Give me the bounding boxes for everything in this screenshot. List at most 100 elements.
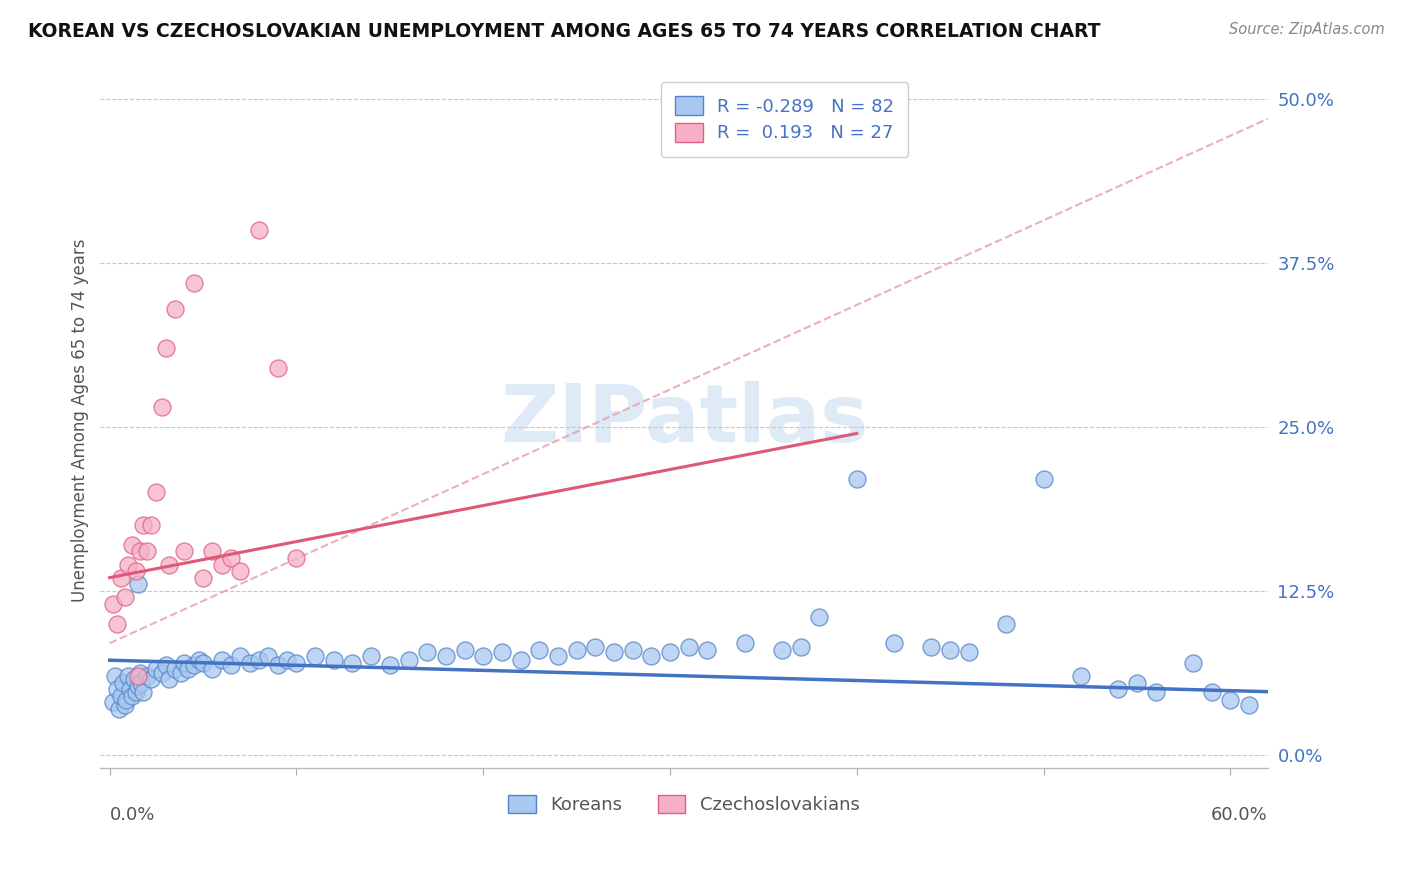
Point (165, 301, 187, 316)
Point (125, 684, 148, 698)
Point (177, 662, 200, 676)
Point (239, 656, 262, 670)
Text: Source: ZipAtlas.com: Source: ZipAtlas.com (1229, 22, 1385, 37)
Point (247, 223, 270, 237)
Point (472, 649, 495, 664)
Point (845, 472, 868, 486)
Point (165, 662, 187, 676)
Point (128, 544, 150, 558)
Point (939, 642, 962, 657)
Point (127, 669, 149, 683)
Point (995, 616, 1018, 631)
Point (1219, 692, 1241, 706)
Point (770, 642, 793, 657)
Point (150, 666, 173, 681)
Point (565, 642, 588, 657)
Point (957, 645, 980, 659)
Point (173, 656, 195, 670)
Point (131, 675, 153, 690)
Point (678, 640, 700, 654)
Point (145, 662, 167, 676)
Text: 60.0%: 60.0% (1211, 805, 1268, 824)
Point (127, 680, 149, 694)
Point (191, 571, 214, 585)
Point (1126, 675, 1149, 690)
Point (128, 666, 150, 681)
Point (173, 544, 195, 558)
Point (276, 653, 298, 667)
Point (434, 649, 457, 664)
Point (378, 658, 401, 673)
Point (183, 276, 205, 290)
Point (547, 649, 569, 664)
Point (139, 518, 162, 533)
Point (136, 544, 159, 558)
Point (398, 653, 420, 667)
Point (219, 658, 242, 673)
Point (640, 649, 662, 664)
Point (150, 401, 173, 415)
Point (659, 645, 682, 659)
Point (211, 558, 233, 572)
Point (121, 538, 143, 552)
Point (201, 544, 224, 558)
Point (117, 558, 139, 572)
Point (105, 681, 128, 696)
Point (155, 341, 177, 355)
Point (1070, 669, 1092, 683)
Point (734, 636, 756, 650)
Point (583, 640, 606, 654)
Point (1032, 472, 1054, 486)
Point (603, 645, 626, 659)
Point (155, 658, 177, 673)
Point (125, 564, 148, 578)
Point (132, 518, 155, 533)
Point (621, 642, 644, 657)
Point (921, 640, 943, 654)
Point (111, 675, 134, 690)
Point (132, 684, 155, 698)
Point (159, 558, 181, 572)
Point (808, 610, 831, 624)
Point (191, 656, 214, 670)
Point (285, 656, 308, 670)
Point (139, 672, 162, 686)
Point (229, 564, 252, 578)
Point (883, 636, 905, 650)
Point (120, 681, 142, 696)
Point (267, 658, 290, 673)
Point (267, 360, 290, 375)
Point (108, 702, 131, 716)
Point (103, 695, 125, 709)
Point (105, 616, 128, 631)
Point (1144, 684, 1167, 698)
Point (304, 649, 326, 664)
Point (229, 649, 252, 664)
Text: ZIPatlas: ZIPatlas (501, 382, 868, 459)
Point (188, 653, 211, 667)
Point (211, 653, 233, 667)
Point (360, 649, 382, 664)
Y-axis label: Unemployment Among Ages 65 to 74 years: Unemployment Among Ages 65 to 74 years (72, 238, 89, 602)
Text: KOREAN VS CZECHOSLOVAKIAN UNEMPLOYMENT AMONG AGES 65 TO 74 YEARS CORRELATION CHA: KOREAN VS CZECHOSLOVAKIAN UNEMPLOYMENT A… (28, 22, 1101, 41)
Point (1201, 684, 1223, 698)
Text: 0.0%: 0.0% (110, 805, 155, 824)
Point (159, 672, 181, 686)
Point (115, 692, 138, 706)
Point (201, 662, 224, 676)
Point (104, 669, 127, 683)
Point (127, 577, 149, 591)
Point (183, 658, 205, 673)
Point (790, 640, 813, 654)
Point (247, 653, 270, 667)
Point (121, 689, 143, 703)
Point (117, 669, 139, 683)
Point (529, 642, 551, 657)
Point (257, 649, 280, 664)
Point (1107, 681, 1129, 696)
Point (110, 689, 132, 703)
Point (491, 645, 513, 659)
Point (416, 645, 439, 659)
Point (1181, 656, 1204, 670)
Point (103, 597, 125, 611)
